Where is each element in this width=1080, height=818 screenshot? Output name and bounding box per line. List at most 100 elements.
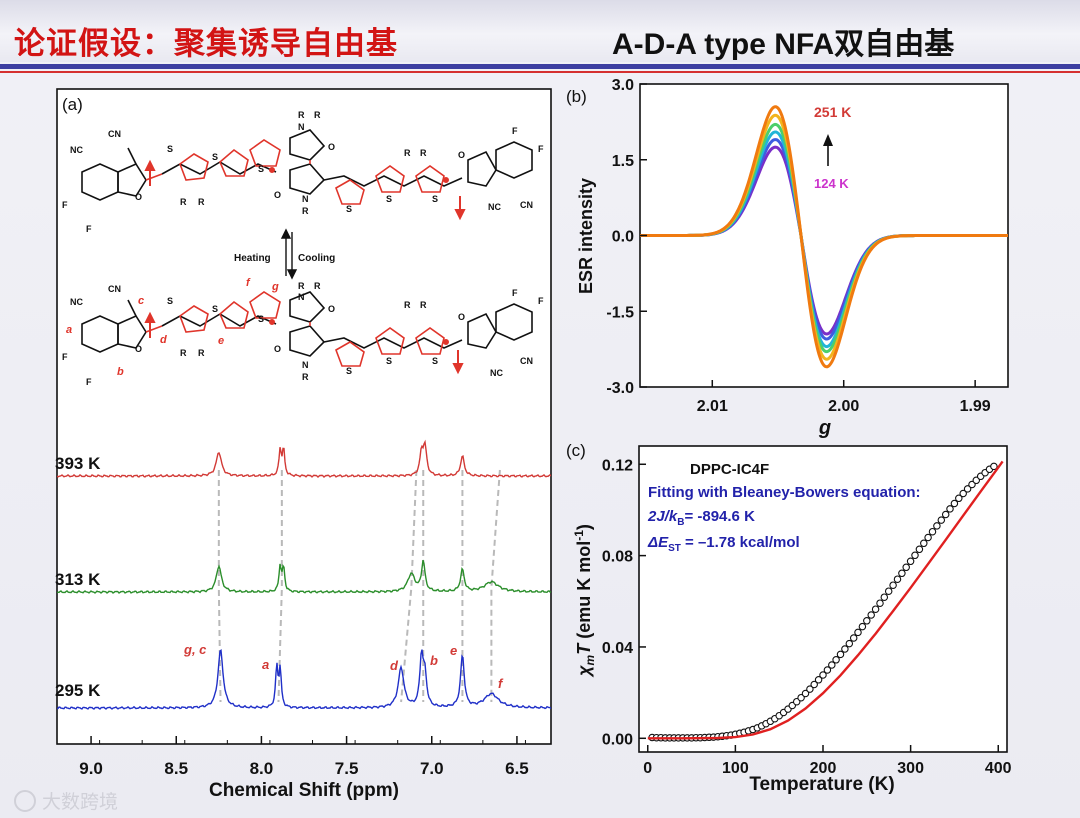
atom-s: S — [386, 194, 392, 204]
chi-data-point — [911, 551, 919, 560]
nmr-peak-label: b — [430, 653, 438, 668]
fit-j-value: 2J/kB= -894.6 K — [647, 508, 755, 528]
chi-data-point — [955, 494, 963, 503]
chi-unit: (emu K mol — [574, 541, 594, 644]
atom-o: O — [328, 304, 335, 314]
slide-title: 论证假设：聚集诱导自由基 — [14, 26, 398, 62]
esr-y-tick-label: 3.0 — [612, 77, 634, 94]
fit-j-post: = -894.6 K — [684, 508, 755, 525]
chi-data-point — [884, 587, 893, 595]
molecule-structure-top — [81, 129, 533, 205]
atom-o: O — [135, 344, 142, 354]
atom-s: S — [346, 204, 352, 214]
atom-r: R — [314, 110, 321, 120]
atom-nc: NC — [490, 368, 503, 378]
chi-data-point — [880, 593, 889, 601]
proton-label-c: c — [138, 295, 144, 307]
chi-compound-name: DPPC-IC4F — [690, 461, 769, 478]
atom-r: R — [180, 348, 187, 358]
esr-temp-low-label: 124 K — [814, 176, 849, 191]
proton-label-f: f — [246, 277, 251, 289]
radical-spin-arrows-bottom — [144, 311, 464, 375]
proton-label-d: d — [160, 334, 167, 346]
atom-f: F — [62, 352, 68, 362]
watermark-logo-icon — [14, 790, 36, 812]
atom-s: S — [212, 152, 218, 162]
chi-data-point — [937, 516, 946, 524]
chi-data-point — [867, 611, 875, 619]
fit-est-pre: ΔE — [647, 534, 669, 551]
atom-cn: CN — [520, 356, 533, 366]
nmr-trace-labels: 393 K 313 K 295 K — [55, 454, 101, 700]
chi-unit-exp: -1 — [572, 530, 586, 541]
chi-x-tick-label: 400 — [985, 760, 1012, 777]
atom-f: F — [62, 200, 68, 210]
nmr-guide-line — [217, 470, 222, 703]
chi-data-point — [902, 563, 910, 572]
atom-o: O — [135, 192, 142, 202]
atom-s: S — [386, 356, 392, 366]
esr-x-tick-label: 2.00 — [828, 398, 859, 415]
fit-est-sub: ST — [668, 543, 681, 554]
nmr-x-tick-label: 8.0 — [250, 759, 274, 778]
atom-f: F — [538, 144, 544, 154]
molecule-structure-bottom — [81, 291, 533, 367]
chi-data-point — [797, 693, 805, 702]
molecule-bottom-atoms: CN NC F F O S S R R S N R R O O N R S S … — [62, 281, 544, 387]
radical-spin-arrows-top — [144, 159, 466, 221]
proton-label-b: b — [117, 366, 124, 378]
atom-s: S — [346, 366, 352, 376]
chi-axes: 0.00 0.04 0.08 0.12 0 100 200 300 400 — [602, 457, 1012, 777]
heating-label: Heating — [234, 253, 271, 264]
chi-plot-frame — [638, 445, 1008, 753]
chi-data-point — [832, 656, 840, 664]
nmr-peak-label: e — [450, 643, 457, 658]
nmr-trace-295k — [57, 648, 551, 710]
atom-cn: CN — [108, 284, 121, 294]
nmr-trace-label: 393 K — [55, 454, 101, 473]
atom-o: O — [328, 142, 335, 152]
atom-r: R — [298, 281, 305, 291]
atom-f: F — [538, 296, 544, 306]
panel-a-label: (a) — [62, 95, 83, 114]
chi-fit-curve — [647, 460, 1004, 740]
chi-data-point — [876, 599, 884, 607]
fit-equation-title: Fitting with Bleaney-Bowers equation: — [648, 484, 921, 501]
atom-r: R — [420, 148, 427, 158]
atom-r: R — [404, 148, 411, 158]
atom-s: S — [258, 314, 264, 324]
nmr-guide-lines — [217, 469, 501, 703]
esr-x-axis-title: g — [818, 417, 831, 439]
atom-r: R — [180, 197, 187, 207]
nmr-x-axis: 9.0 8.5 8.0 7.5 7.0 6.5 — [56, 736, 529, 778]
esr-temperature-arrow — [823, 134, 833, 166]
esr-y-tick-label: -1.5 — [606, 304, 634, 321]
nmr-peak-label: g, c — [183, 642, 207, 657]
header-band — [0, 0, 1080, 62]
nmr-x-tick-label: 6.5 — [505, 759, 529, 778]
esr-trace-251k — [640, 105, 1008, 369]
nmr-x-tick-label: 7.0 — [420, 759, 444, 778]
chi-data-point — [915, 545, 924, 554]
chi-unit-close: ) — [574, 524, 594, 530]
fit-j-sub: B — [677, 517, 684, 528]
chi-y-tick-label: 0.12 — [602, 457, 633, 474]
chi-data-point — [806, 685, 814, 693]
nmr-peak-label: f — [498, 676, 504, 691]
atom-f: F — [512, 288, 518, 298]
equilibrium-arrows — [280, 228, 298, 280]
nmr-trace-label: 295 K — [55, 681, 101, 700]
header-rule-red — [0, 71, 1080, 73]
atom-r: R — [298, 110, 305, 120]
chi-data-point — [871, 605, 880, 613]
chi-data-point — [946, 505, 954, 513]
watermark-text: 大数跨境 — [42, 791, 119, 813]
chi-data-point — [950, 499, 959, 508]
chi-x-tick-label: 200 — [810, 760, 837, 777]
esr-y-tick-label: -3.0 — [606, 380, 634, 397]
nmr-guide-line — [277, 470, 283, 703]
watermark: 大数跨境 — [14, 787, 118, 814]
fit-j-pre: 2J/k — [647, 508, 678, 525]
nmr-x-axis-title: Chemical Shift (ppm) — [209, 780, 399, 801]
